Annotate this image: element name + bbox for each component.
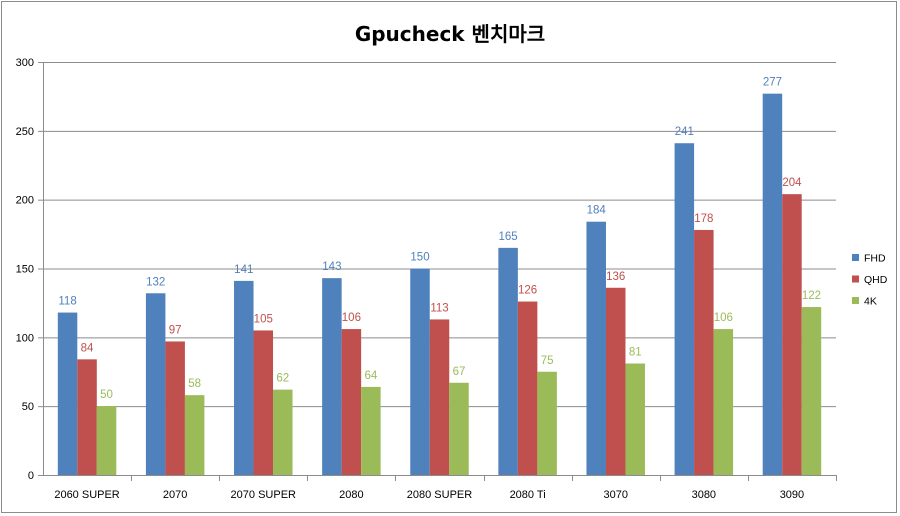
- bar-qhd: [77, 359, 97, 475]
- x-tick-label: 2070 SUPER: [231, 489, 296, 501]
- legend-swatch: [852, 297, 859, 304]
- data-label: 165: [499, 231, 518, 243]
- bar-fhd: [145, 293, 166, 475]
- data-label: 64: [364, 370, 377, 382]
- y-tick-label: 100: [16, 332, 34, 344]
- data-label: 141: [234, 264, 253, 276]
- y-tick-label: 250: [16, 126, 34, 138]
- data-label: 113: [430, 302, 448, 314]
- bar-fhd: [674, 143, 695, 475]
- data-label: 58: [188, 378, 201, 390]
- data-label: 62: [276, 373, 289, 385]
- bar-4k: [184, 395, 205, 475]
- data-label: 178: [694, 213, 713, 225]
- bar-qhd: [429, 319, 450, 475]
- bar-qhd: [605, 287, 626, 475]
- legend-label: QHD: [864, 274, 888, 286]
- bar-fhd: [234, 280, 254, 475]
- data-label: 97: [169, 324, 182, 336]
- bar-4k: [361, 386, 381, 475]
- data-label: 50: [100, 389, 113, 401]
- bar-4k: [537, 371, 557, 475]
- data-label: 105: [254, 313, 273, 325]
- data-label: 150: [410, 252, 429, 264]
- y-tick-label: 200: [16, 195, 34, 207]
- bar-qhd: [694, 229, 714, 475]
- legend: FHD QHD 4K: [852, 253, 888, 308]
- bars: [57, 93, 822, 475]
- legend-swatch: [852, 275, 859, 283]
- bar-qhd: [517, 301, 538, 475]
- bar-4k: [625, 363, 645, 475]
- data-label: 241: [675, 126, 694, 138]
- legend-label: FHD: [864, 253, 886, 265]
- data-label: 106: [342, 312, 361, 324]
- data-label: 84: [81, 342, 94, 354]
- data-labels: 118 84 50 132 97 58 141 105 62 143 106 64 150 113 67 16…: [58, 77, 821, 402]
- data-label: 75: [541, 355, 554, 367]
- bar-fhd: [498, 247, 518, 475]
- x-tick-label: 2080 Ti: [510, 489, 546, 501]
- data-label: 132: [146, 276, 165, 288]
- bar-fhd: [410, 268, 430, 475]
- y-tick-label: 50: [22, 401, 34, 413]
- data-label: 136: [606, 271, 625, 283]
- x-tick-label: 3090: [780, 489, 804, 501]
- bar-4k: [273, 389, 293, 475]
- data-label: 81: [629, 346, 642, 358]
- legend-label: 4K: [864, 296, 877, 308]
- data-label: 143: [322, 261, 341, 273]
- data-label: 277: [763, 77, 782, 89]
- bar-fhd: [57, 312, 78, 475]
- data-label: 106: [714, 312, 733, 324]
- data-label: 184: [587, 205, 607, 217]
- y-tick-label: 300: [16, 57, 34, 69]
- bar-fhd: [762, 93, 783, 475]
- bar-qhd: [782, 194, 802, 475]
- bar-qhd: [341, 329, 362, 475]
- y-tick-label: 0: [28, 470, 34, 482]
- chart-title: Gpucheck 벤치마크: [354, 22, 546, 46]
- data-label: 204: [782, 177, 802, 189]
- x-tick-label: 2060 SUPER: [54, 489, 119, 501]
- y-tick-label: 150: [16, 264, 34, 276]
- x-tick-label: 2080 SUPER: [407, 489, 472, 501]
- bar-qhd: [253, 330, 274, 475]
- bar-fhd: [586, 221, 606, 475]
- data-label: 126: [518, 285, 537, 297]
- axes: 0 50 100 150 200 250 300 2060 SUPER 2070 2070 SUP…: [16, 57, 837, 501]
- x-tick-label: 3080: [692, 489, 716, 501]
- legend-swatch: [852, 254, 859, 261]
- bar-4k: [96, 406, 117, 475]
- bar-4k: [449, 382, 469, 475]
- bar-qhd: [165, 341, 185, 475]
- x-tick-label: 3070: [603, 489, 627, 501]
- x-tick-label: 2080: [339, 489, 363, 501]
- data-label: 67: [453, 366, 466, 378]
- bar-fhd: [322, 278, 342, 475]
- data-label: 122: [802, 290, 821, 302]
- x-tick-label: 2070: [163, 489, 187, 501]
- bar-4k: [801, 307, 822, 475]
- bar-4k: [713, 329, 734, 475]
- data-label: 118: [58, 296, 76, 308]
